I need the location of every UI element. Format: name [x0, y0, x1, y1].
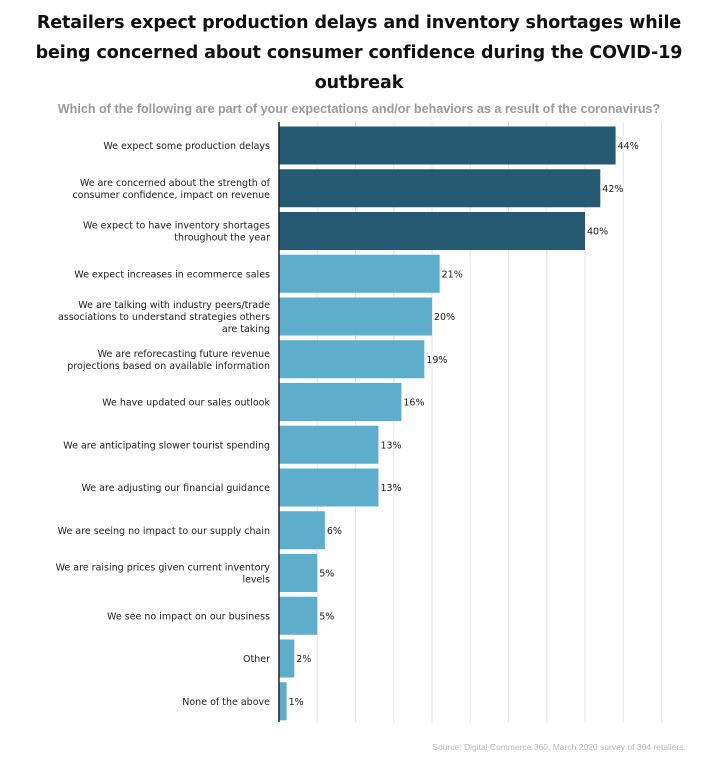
category-label: We are raising prices given current inve…	[56, 563, 271, 586]
category-label-line: We are talking with industry peers/trade	[78, 300, 270, 311]
chart-subtitle: Which of the following are part of your …	[57, 102, 661, 116]
bar	[279, 169, 601, 208]
bar	[279, 554, 318, 592]
category-label-line: consumer confidence, impact on revenue	[72, 190, 270, 201]
chart-header: Retailers expect production delays and i…	[0, 8, 718, 116]
data-label: 13%	[380, 440, 401, 451]
value-labels: 44% 42% 40% 21% 20% 19% 16% 13% 13% 6% 5% 5% 2% 1%	[289, 141, 639, 708]
category-label-line: We are seeing no impact to our supply ch…	[58, 526, 270, 537]
data-label: 42%	[602, 184, 623, 195]
data-label: 6%	[327, 526, 342, 537]
bar	[279, 254, 440, 293]
data-label: 44%	[618, 141, 639, 152]
data-label: 2%	[296, 654, 311, 665]
bar	[279, 639, 295, 678]
data-label: 40%	[587, 227, 608, 238]
category-label: We are adjusting our financial guidance	[81, 483, 270, 494]
bar	[279, 340, 425, 379]
category-label: We expect some production delays	[103, 141, 270, 152]
data-label: 16%	[403, 398, 424, 409]
bar	[279, 682, 287, 721]
chart-title: Retailers expect production delays and i…	[0, 8, 718, 98]
category-label-line: None of the above	[182, 697, 270, 708]
category-label-line: We expect some production delays	[103, 141, 270, 152]
data-label: 5%	[319, 569, 334, 580]
category-label-line: We expect to have inventory shortages	[83, 221, 270, 232]
data-label: 21%	[442, 269, 463, 280]
bar	[279, 297, 432, 336]
category-label-line: We are anticipating slower tourist spend…	[63, 440, 270, 451]
category-label: We are anticipating slower tourist spend…	[63, 440, 270, 451]
category-label: We are reforecasting future revenue proje…	[67, 349, 270, 372]
category-label: None of the above	[182, 697, 270, 708]
category-label-line: projections based on available informati…	[67, 361, 270, 372]
category-label: We have updated our sales outlook	[102, 398, 270, 409]
category-label: We are concerned about the strength of co…	[72, 178, 270, 201]
bar	[279, 212, 585, 250]
bars	[279, 126, 616, 721]
category-label-line: are taking	[222, 324, 270, 335]
category-labels: We expect some production delays We are c…	[56, 141, 271, 708]
category-label: We see no impact on our business	[107, 611, 270, 622]
data-label: 13%	[380, 483, 401, 494]
category-label-line: associations to understand strategies ot…	[58, 312, 270, 323]
category-label: We are seeing no impact to our supply ch…	[58, 526, 270, 537]
category-label-line: We are raising prices given current inve…	[56, 563, 271, 574]
category-label-line: We are concerned about the strength of	[80, 178, 271, 189]
category-label: We expect increases in ecommerce sales	[74, 269, 270, 280]
category-label-line: We are reforecasting future revenue	[98, 349, 270, 360]
chart-title-line-2: being concerned about consumer confidenc…	[35, 43, 683, 93]
bar	[279, 383, 402, 421]
bar	[279, 468, 379, 507]
category-label-line: We have updated our sales outlook	[102, 398, 270, 409]
data-label: 20%	[434, 312, 455, 323]
bar	[279, 126, 616, 165]
category-label-line: We see no impact on our business	[107, 611, 270, 622]
category-label-line: Other	[243, 654, 270, 665]
chart-title-line-1: Retailers expect production delays and i…	[36, 13, 682, 33]
category-label-line: levels	[242, 575, 270, 586]
category-label: We expect to have inventory shortages thr…	[83, 221, 270, 244]
category-label-line: We are adjusting our financial guidance	[81, 483, 270, 494]
category-label: We are talking with industry peers/trade…	[58, 300, 270, 335]
data-label: 5%	[319, 611, 334, 622]
category-label-line: We expect increases in ecommerce sales	[74, 269, 270, 280]
bar	[279, 596, 318, 635]
category-label: Other	[243, 654, 270, 665]
source-note: Source: Digital Commerce 360, March 2020…	[432, 742, 686, 752]
category-label-line: throughout the year	[174, 233, 270, 244]
data-label: 1%	[289, 697, 304, 708]
bar	[279, 425, 379, 464]
bar	[279, 511, 325, 550]
data-label: 19%	[426, 355, 447, 366]
